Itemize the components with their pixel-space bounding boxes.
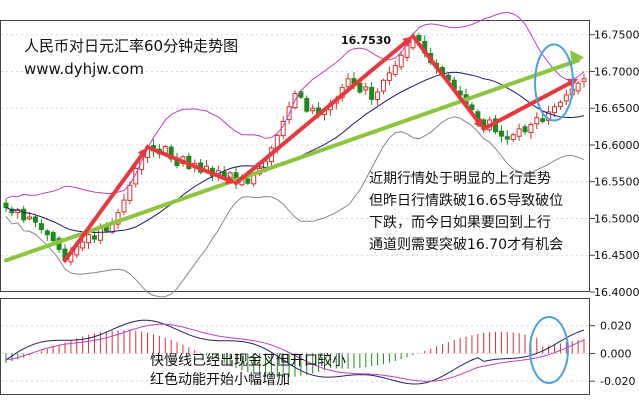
candle-body <box>369 86 375 100</box>
website-label: www.dyhjw.com <box>24 60 144 78</box>
y-tick-label: 16.7000 <box>594 65 639 78</box>
main-panel-frame <box>0 20 590 292</box>
macd-tick-label: 0.020 <box>600 320 632 333</box>
y-tick-label: 16.6500 <box>594 102 639 115</box>
macd-annotation-line: 红色动能开始小幅增加 <box>150 372 290 388</box>
candle-body <box>38 223 44 231</box>
trend-arrow <box>62 151 146 263</box>
candle-body <box>21 208 27 221</box>
chart-title: 人民币对日元汇率60分钟走势图 <box>24 37 239 55</box>
candle-body <box>404 45 410 58</box>
candle-body <box>121 199 127 213</box>
macd-tick-label: 0.000 <box>600 347 632 360</box>
candle-body <box>392 65 398 75</box>
upper-band-line <box>5 11 585 200</box>
macd-annotation-line: 快慢线已经出现金叉但开口较小 <box>150 353 346 369</box>
macd-dif-line <box>5 319 585 385</box>
trend-arrow-head <box>473 118 484 129</box>
candle-body <box>9 208 15 214</box>
candle-body <box>504 136 510 140</box>
macd-highlight-circle <box>529 316 569 384</box>
macd-dea-line <box>5 323 585 382</box>
candle-body <box>575 82 581 92</box>
candle-body <box>115 212 121 225</box>
trend-line-arrowhead <box>570 50 584 66</box>
main-annotation-line: 通道则需要突破16.70才有机会 <box>369 237 564 253</box>
candle-body <box>251 174 257 185</box>
candle-body <box>581 78 587 82</box>
y-tick-label: 16.4000 <box>594 286 639 299</box>
trend-arrow <box>145 145 231 183</box>
y-tick-label: 16.5500 <box>594 176 639 189</box>
trend-arrow <box>234 39 410 186</box>
trend-arrow-head <box>137 147 148 159</box>
candle-body <box>469 104 475 111</box>
main-annotation-line: 但昨日行情跌破16.65导致破位 <box>369 193 564 209</box>
main-annotation: 近期行情处于明显的上行走势 但昨日行情跌破16.65导致破位 下跌，而今日如果要… <box>369 168 599 256</box>
trend-arrow <box>410 34 482 125</box>
main-annotation-line: 近期行情处于明显的上行走势 <box>369 171 551 187</box>
trend-arrow-head <box>402 36 413 47</box>
candle-body <box>310 107 316 112</box>
candle-body <box>522 126 528 133</box>
candle-body <box>127 184 133 201</box>
candle-body <box>557 101 563 107</box>
macd-tick-label: -0.020 <box>600 375 635 388</box>
candle-body <box>32 216 38 223</box>
candle-body <box>80 241 86 249</box>
candle-body <box>398 54 404 68</box>
main-annotation-line: 下跌，而今日如果要回到上行 <box>369 215 551 231</box>
candle-body <box>540 118 546 122</box>
candle-body <box>516 128 522 137</box>
y-tick-label: 16.6000 <box>594 139 639 152</box>
candle-body <box>245 178 251 184</box>
y-tick-label: 16.4500 <box>594 249 639 262</box>
candle-body <box>386 72 392 81</box>
candle-body <box>563 94 569 102</box>
macd-panel-frame <box>0 298 590 395</box>
y-tick-label: 16.7500 <box>594 29 639 42</box>
macd-histogram <box>5 330 585 378</box>
candle-body <box>552 106 558 114</box>
candle-body <box>357 82 363 93</box>
peak-price-label: 16.7530 <box>341 34 391 47</box>
candle-body <box>546 111 552 122</box>
candle-body <box>380 79 386 92</box>
lower-band-line <box>5 116 585 298</box>
candle-body <box>375 91 381 100</box>
candle-body <box>91 235 97 240</box>
candle-body <box>3 202 9 208</box>
candle-body <box>27 216 33 220</box>
candle-body <box>133 167 139 185</box>
trend-arrow-head <box>225 175 237 184</box>
candle-body <box>86 234 92 244</box>
candle-body <box>510 134 516 140</box>
trend-arrow <box>481 80 574 131</box>
trend-line <box>4 58 580 263</box>
highlight-circle <box>534 43 574 122</box>
macd-annotation: 快慢线已经出现金叉但开口较小 红色动能开始小幅增加 <box>150 352 390 390</box>
y-tick-label: 16.5000 <box>594 212 639 225</box>
candle-body <box>345 78 351 88</box>
candle-body <box>528 123 534 134</box>
candle-body <box>363 86 369 91</box>
candle-body <box>534 117 540 125</box>
candle-body <box>304 98 310 112</box>
candle-body <box>44 230 50 236</box>
candle-body <box>50 232 56 242</box>
candle-body <box>498 130 504 137</box>
